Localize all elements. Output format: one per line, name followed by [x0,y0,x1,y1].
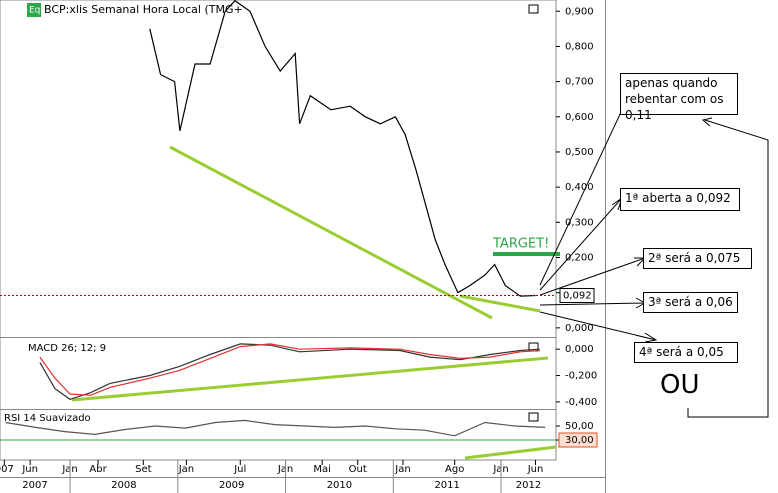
year-label: 2010 [327,480,352,491]
x-tick-label: Out [349,464,367,475]
target-label: TARGET! [492,237,549,252]
y-tick-label: 0,800 [565,41,594,52]
note: 1ª aberta a 0,092 [620,188,740,211]
x-tick-label: Abr [89,464,107,475]
x-tick-label: 007 [0,464,14,475]
y-tick-label: 0,300 [565,217,594,228]
price-line [39,343,540,400]
badge [27,3,41,17]
main-title: BCP:xlis Semanal Hora Local (TMG+ [44,3,243,16]
arrows [539,109,769,418]
y-tick-label: -0,200 [565,371,597,382]
y-tick-label: 0,700 [565,77,594,88]
level-label: 0,092 [563,290,592,301]
trend-line [459,294,541,313]
y-tick-label: 0,900 [565,6,594,17]
y-tick-label: 50,00 [565,421,594,432]
year-label: 2009 [219,480,244,491]
y-tick-label: -0,400 [565,397,597,408]
trend-line [169,145,493,320]
x-tick-label: Ago [445,464,464,475]
y-tick-label: 0,200 [565,252,594,263]
or-label: OU [660,370,700,400]
level-box [558,432,598,448]
year-label: 2007 [22,480,47,491]
year-label: 2008 [111,480,136,491]
note: 3ª será a 0,06 [643,292,738,313]
y-tick-label: 0,000 [565,323,594,334]
macd-title: MACD 26; 12; 9 [28,343,106,354]
note: apenas quando rebentar com os 0,11 [620,73,738,122]
price-line [149,0,536,297]
y-tick-label: 0,400 [565,182,594,193]
y-tick-label: 0,600 [565,112,594,123]
year-label: 2012 [516,480,541,491]
year-label: 2011 [434,480,459,491]
trend-line [71,356,549,402]
window-icon[interactable] [528,4,539,14]
trend-line [464,445,557,460]
rsi-title: RSI 14 Suavizado [4,413,91,424]
note: 2ª será a 0,075 [643,248,752,269]
badge-text: Eq [29,6,40,16]
x-tick-label: Mai [313,464,331,475]
x-tick-label: Jul [233,464,246,475]
x-tick-label: Jun [527,464,544,475]
y-tick-label: 0,000 [565,344,594,355]
x-tick-label: Jan [178,464,194,475]
price-line [5,419,546,437]
window-icon[interactable] [528,412,539,422]
x-tick-label: Jan [394,464,410,475]
level-box [559,287,595,303]
y-tick-label: 30,00 [565,435,594,446]
note: 4ª será a 0,05 [634,342,738,363]
y-tick-label: 0,500 [565,147,594,158]
plot-frame [0,0,557,461]
x-tick-label: Jun [21,464,38,475]
price-line [39,343,540,396]
x-tick-label: Set [135,464,152,475]
